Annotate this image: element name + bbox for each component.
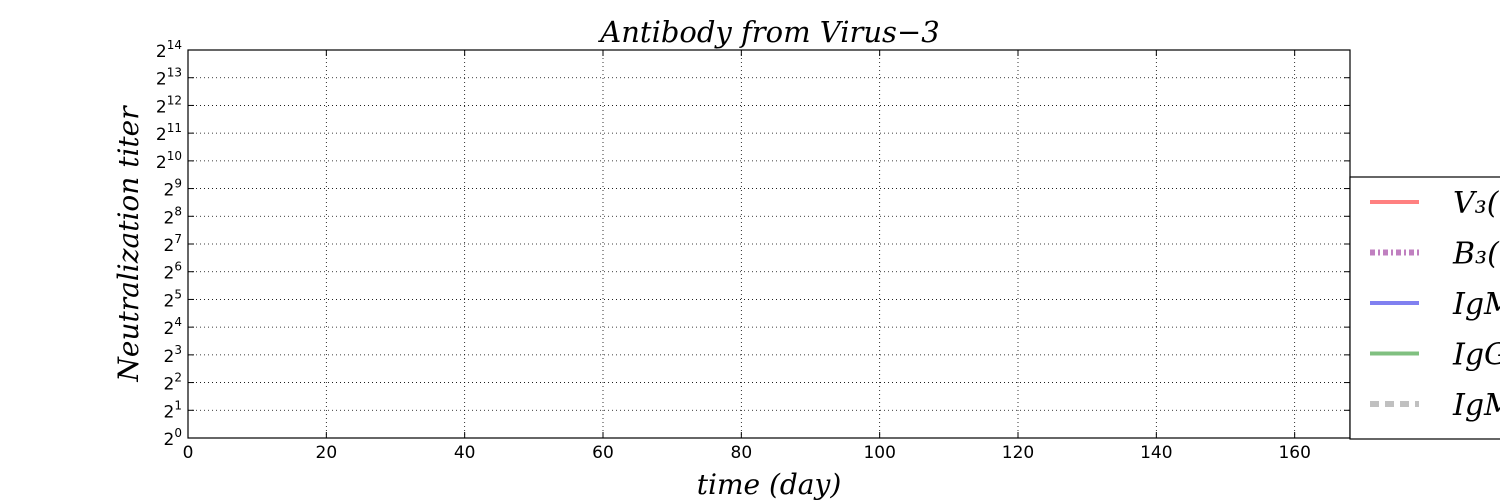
chart-title: Antibody from Virus−3 [597, 15, 939, 49]
y-tick-label: 27 [164, 232, 182, 256]
y-tick-label: 211 [156, 121, 182, 145]
y-tick-label: 22 [164, 371, 182, 395]
y-tick-label: 23 [164, 343, 182, 367]
x-axis: 0 20 40 60 80 100 120 140 160 [183, 50, 1311, 463]
legend-label-3: IgM [1452, 287, 1500, 322]
x-tick-label: 120 [1002, 443, 1034, 463]
x-tick-label: 80 [731, 443, 753, 463]
x-tick-label: 40 [454, 443, 476, 463]
y-tick-label: 29 [164, 177, 182, 201]
y-tick-label: 212 [156, 93, 182, 117]
y-axis-label: Neutralization titer [112, 105, 145, 383]
y-tick-label: 24 [164, 315, 182, 339]
y-tick-label: 28 [164, 204, 182, 228]
y-tick-label: 26 [164, 260, 182, 284]
y-tick-label: 210 [156, 149, 182, 173]
x-axis-label: time (day) [697, 468, 842, 500]
x-tick-label: 160 [1278, 443, 1310, 463]
grid [188, 50, 1350, 438]
legend-label-1: V₃(t [1453, 186, 1500, 221]
x-tick-label: 0 [183, 443, 194, 463]
x-tick-label: 100 [863, 443, 895, 463]
y-tick-label: 25 [164, 287, 182, 311]
legend-label-4: IgG [1452, 338, 1500, 373]
legend: V₃(t B₃( IgM IgG IgM [1350, 177, 1500, 439]
x-tick-label: 60 [592, 443, 614, 463]
legend-label-2: B₃( [1452, 237, 1500, 272]
y-tick-label: 213 [156, 66, 182, 90]
y-tick-label: 21 [164, 398, 182, 422]
y-tick-label: 214 [156, 38, 182, 62]
y-tick-label: 20 [164, 426, 182, 450]
x-tick-label: 20 [316, 443, 338, 463]
legend-label-5: IgM [1452, 388, 1500, 423]
x-tick-label: 140 [1140, 443, 1172, 463]
